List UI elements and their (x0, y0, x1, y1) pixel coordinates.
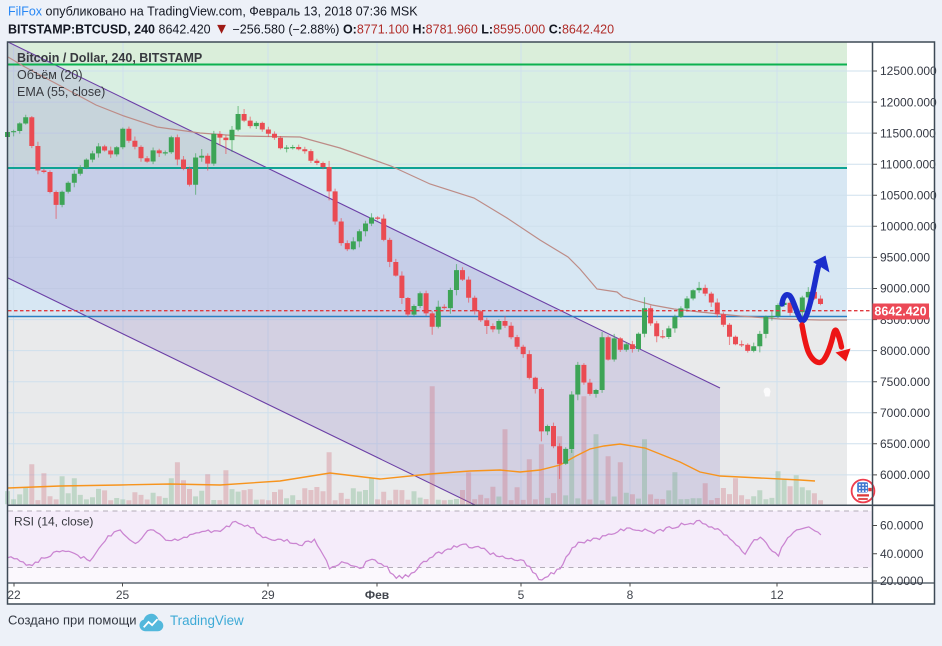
svg-text:5: 5 (518, 588, 525, 602)
svg-text:29: 29 (261, 588, 275, 602)
svg-text:12: 12 (770, 588, 784, 602)
svg-text:20.0000: 20.0000 (880, 574, 924, 588)
svg-text:8000.000: 8000.000 (880, 344, 930, 358)
svg-text:BITSTAMP:BTCUSD, 240 8642.420: BITSTAMP:BTCUSD, 240 8642.420 ▼ −256.580… (8, 21, 614, 38)
svg-text:12500.000: 12500.000 (880, 64, 937, 78)
svg-text:25: 25 (116, 588, 130, 602)
svg-text:8642.420: 8642.420 (874, 305, 926, 319)
svg-text:11000.000: 11000.000 (880, 157, 936, 171)
svg-text:7500.000: 7500.000 (880, 375, 930, 389)
svg-text:6000.000: 6000.000 (880, 468, 930, 482)
svg-text:FilFox опубликовано на Trading: FilFox опубликовано на TradingView.com, … (8, 5, 418, 19)
svg-text:EMA (55, close): EMA (55, close) (17, 85, 105, 99)
svg-text:Фев: Фев (365, 588, 389, 602)
svg-text:60.0000: 60.0000 (880, 519, 924, 533)
svg-text:7000.000: 7000.000 (880, 406, 930, 420)
svg-text:10000.000: 10000.000 (880, 220, 937, 234)
svg-text:8: 8 (627, 588, 634, 602)
svg-text:RSI (14, close): RSI (14, close) (14, 515, 93, 529)
svg-text:22: 22 (7, 588, 21, 602)
svg-text:Создано при помощи: Создано при помощи (8, 613, 137, 628)
svg-text:11500.000: 11500.000 (880, 126, 936, 140)
svg-text:Bitcoin / Dollar, 240, BITSTAM: Bitcoin / Dollar, 240, BITSTAMP (17, 51, 202, 65)
svg-text:10500.000: 10500.000 (880, 189, 937, 203)
svg-text:Объём (20): Объём (20) (17, 68, 83, 82)
svg-text:9500.000: 9500.000 (880, 251, 930, 265)
svg-text:6500.000: 6500.000 (880, 437, 930, 451)
svg-text:9000.000: 9000.000 (880, 282, 930, 296)
svg-text:TradingView: TradingView (170, 613, 244, 628)
svg-text:12000.000: 12000.000 (880, 95, 937, 109)
svg-text:40.0000: 40.0000 (880, 547, 924, 561)
